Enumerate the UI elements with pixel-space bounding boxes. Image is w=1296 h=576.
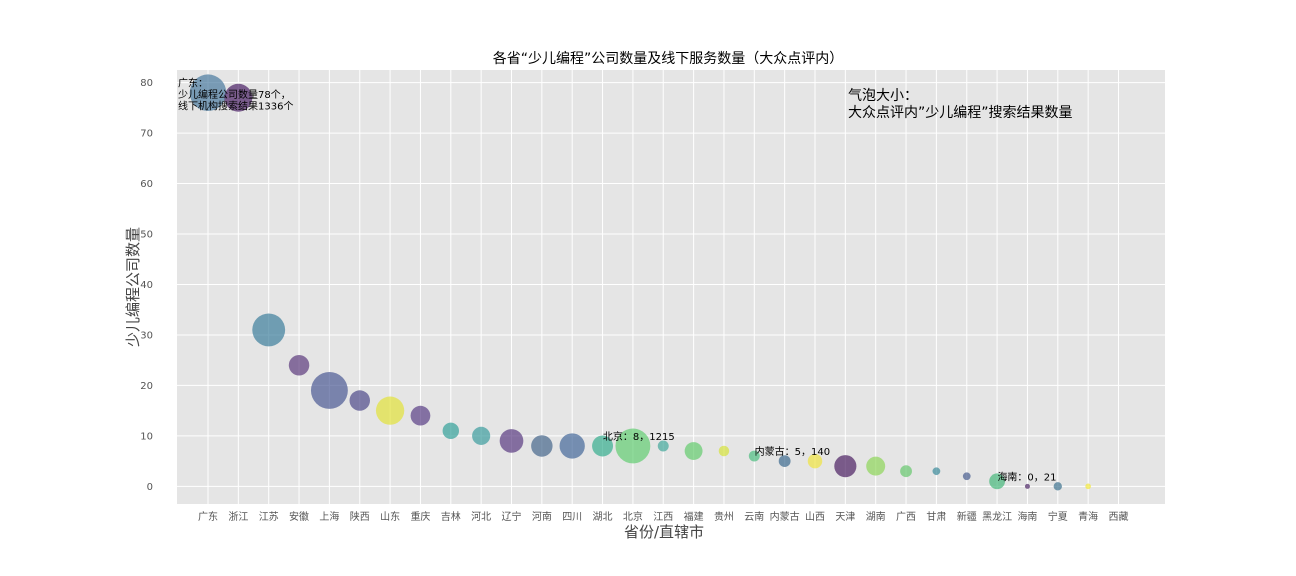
annotation-text: 海南：0，21 <box>997 470 1056 483</box>
y-tick-label: 10 <box>140 431 153 442</box>
y-tick-label: 50 <box>140 230 153 241</box>
bubble <box>778 455 791 468</box>
x-tick-label: 辽宁 <box>502 510 522 523</box>
x-tick-label: 湖南 <box>866 510 886 523</box>
bubble <box>684 442 703 460</box>
y-tick-label: 20 <box>140 381 153 392</box>
bubble <box>559 433 585 459</box>
x-tick-label: 云南 <box>744 510 764 523</box>
bubble <box>592 435 614 457</box>
bubble <box>834 455 857 478</box>
x-axis-label: 省份/直辖市 <box>624 523 704 541</box>
bubble <box>499 429 524 453</box>
x-tick-label: 上海 <box>319 510 339 523</box>
bubble <box>1024 483 1030 489</box>
bubble-size-note: 气泡大小：大众点评内”少儿编程”搜索结果数量 <box>848 88 1073 121</box>
x-tick-label: 贵州 <box>714 510 734 523</box>
x-tick-label: 西藏 <box>1109 511 1129 523</box>
bubble <box>718 445 730 457</box>
bubble <box>310 372 348 409</box>
x-tick-label: 山西 <box>805 511 825 523</box>
bubble <box>989 473 1006 490</box>
x-tick-label: 天津 <box>835 511 855 523</box>
y-tick-label: 70 <box>140 129 153 140</box>
bubble <box>748 450 760 462</box>
bubble <box>1085 483 1091 490</box>
bubble <box>531 435 553 457</box>
x-tick-label: 青海 <box>1078 510 1098 523</box>
x-tick-label: 山东 <box>380 510 400 523</box>
x-tick-label: 河南 <box>532 510 552 523</box>
bubble-size-note-text: 气泡大小： <box>848 88 918 104</box>
x-tick-label: 甘肃 <box>926 510 946 523</box>
bubble <box>657 440 669 452</box>
y-axis-label: 少儿编程公司数量 <box>124 227 142 347</box>
bubble <box>349 390 370 411</box>
bubble <box>252 313 286 347</box>
x-tick-label: 江西 <box>653 511 673 523</box>
bubble <box>866 456 886 476</box>
y-tick-label: 80 <box>140 78 153 89</box>
x-tick-label: 宁夏 <box>1048 510 1068 523</box>
chart-title: 各省“少儿编程”公司数量及线下服务数量（大众点评内） <box>493 51 844 67</box>
x-tick-label: 安徽 <box>289 510 309 523</box>
y-tick-label: 0 <box>147 482 153 493</box>
bubble <box>375 396 405 425</box>
y-tick-label: 40 <box>140 280 153 291</box>
annotation-text: 内蒙古：5，140 <box>755 445 830 458</box>
annotation-text: 广东： <box>178 77 208 90</box>
bubble <box>962 472 971 481</box>
plot-area <box>177 70 1165 504</box>
bubble <box>1053 482 1062 491</box>
bubble <box>932 467 941 476</box>
annotation-text: 北京：8，1215 <box>603 430 675 443</box>
bubble <box>189 74 227 111</box>
y-axis-ticks: 0 10 20 30 40 50 60 70 80 <box>140 78 153 493</box>
bubble <box>615 428 651 464</box>
x-tick-label: 广东 <box>198 510 218 523</box>
x-tick-label: 广西 <box>896 511 916 523</box>
x-tick-label: 福建 <box>684 510 704 523</box>
bubble <box>807 453 823 469</box>
x-tick-label: 重庆 <box>410 510 430 523</box>
x-axis-ticks: 广东 浙江 江苏 安徽 上海 陕西 山东 重庆 吉林 河北 辽宁 河南 四川 湖北 北京 江西 福建 贵州 云南 内蒙… <box>198 510 1129 523</box>
bubble <box>288 354 310 376</box>
bubble-series <box>189 74 1091 491</box>
y-tick-label: 60 <box>140 179 153 190</box>
bubble <box>410 405 431 426</box>
x-tick-label: 新疆 <box>957 510 977 523</box>
x-tick-label: 浙江 <box>228 511 248 523</box>
bubble <box>442 422 460 440</box>
bubble <box>900 465 912 478</box>
x-tick-label: 吉林 <box>441 510 461 523</box>
x-tick-label: 四川 <box>562 512 582 523</box>
bubble <box>224 83 253 112</box>
bubble <box>472 426 491 445</box>
x-tick-label: 陕西 <box>350 510 370 523</box>
annotation-text: 少儿编程公司数量78个， <box>178 88 291 101</box>
x-tick-label: 内蒙古 <box>770 510 800 523</box>
bubble-size-note-text: 大众点评内”少儿编程”搜索结果数量 <box>848 104 1073 121</box>
annotation-text: 线下机构搜索结果1336个 <box>178 100 293 113</box>
y-tick-label: 30 <box>140 330 153 341</box>
x-tick-label: 黑龙江 <box>982 510 1012 523</box>
x-tick-label: 北京 <box>623 510 643 523</box>
x-tick-label: 海南 <box>1017 510 1037 523</box>
x-tick-label: 湖北 <box>593 511 613 523</box>
x-tick-label: 江苏 <box>259 510 279 523</box>
x-tick-label: 河北 <box>471 511 491 523</box>
